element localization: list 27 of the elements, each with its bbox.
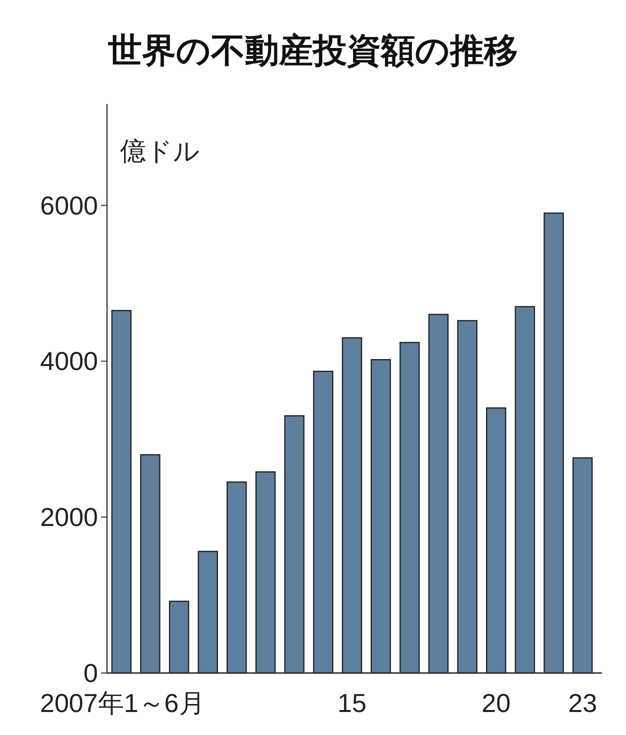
bar xyxy=(284,415,304,674)
bar xyxy=(544,212,564,674)
bar xyxy=(313,370,334,674)
y-tick-label: 6000 xyxy=(40,190,98,220)
bar xyxy=(370,359,391,674)
bar xyxy=(198,550,218,674)
y-tick-label: 4000 xyxy=(40,346,98,376)
bar xyxy=(168,600,190,674)
bar xyxy=(255,471,276,674)
bar xyxy=(428,314,449,674)
x-tick-label: 20 xyxy=(482,688,511,718)
bar xyxy=(400,342,420,674)
x-tick-label: 15 xyxy=(338,688,366,718)
bar xyxy=(514,306,536,674)
bar xyxy=(486,407,506,674)
bar xyxy=(140,454,160,674)
y-axis-title: 億ドル xyxy=(120,136,200,166)
x-tick-label: 23 xyxy=(568,688,598,718)
chart-title: 世界の不動産投資額の推移 xyxy=(107,32,518,70)
bar xyxy=(342,337,362,674)
bar xyxy=(457,320,478,674)
bar xyxy=(111,310,132,674)
bar xyxy=(226,481,247,674)
bar xyxy=(572,457,593,674)
y-tick-label: 0 xyxy=(84,658,98,688)
y-tick-label: 2000 xyxy=(40,502,98,532)
x-tick-label: 2007年1～6月 xyxy=(40,688,205,718)
